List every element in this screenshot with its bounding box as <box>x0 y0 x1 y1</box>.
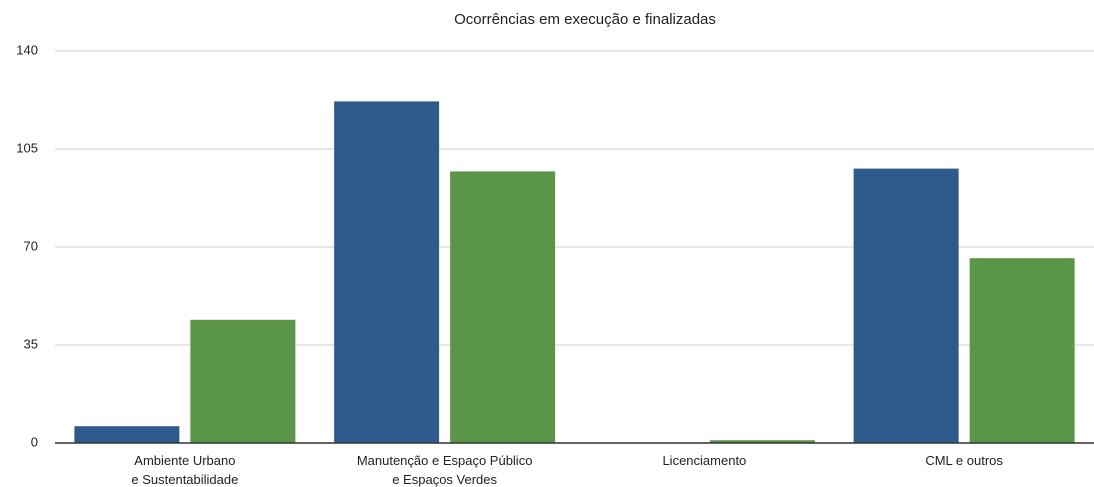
bar <box>190 319 296 443</box>
bar <box>74 426 180 443</box>
x-tick-label: Licenciamento <box>662 453 747 468</box>
y-tick-label: 35 <box>24 336 38 351</box>
x-tick-label: Manutenção e Espaço Público e Espaços Ve… <box>356 453 533 487</box>
y-tick-label: 140 <box>16 42 38 57</box>
bar <box>450 171 556 443</box>
x-tick-label: Ambiente Urbano e Sustentabilidade <box>131 453 239 487</box>
bar <box>853 168 959 443</box>
bar <box>969 258 1075 443</box>
x-tick-label: CML e outros <box>925 453 1003 468</box>
y-tick-label: 0 <box>31 434 38 449</box>
bar <box>709 440 815 443</box>
y-tick-label: 105 <box>16 140 38 155</box>
bar <box>334 101 440 444</box>
chart-title: Ocorrências em execução e finalizadas <box>454 11 716 28</box>
y-tick-label: 70 <box>24 238 38 253</box>
